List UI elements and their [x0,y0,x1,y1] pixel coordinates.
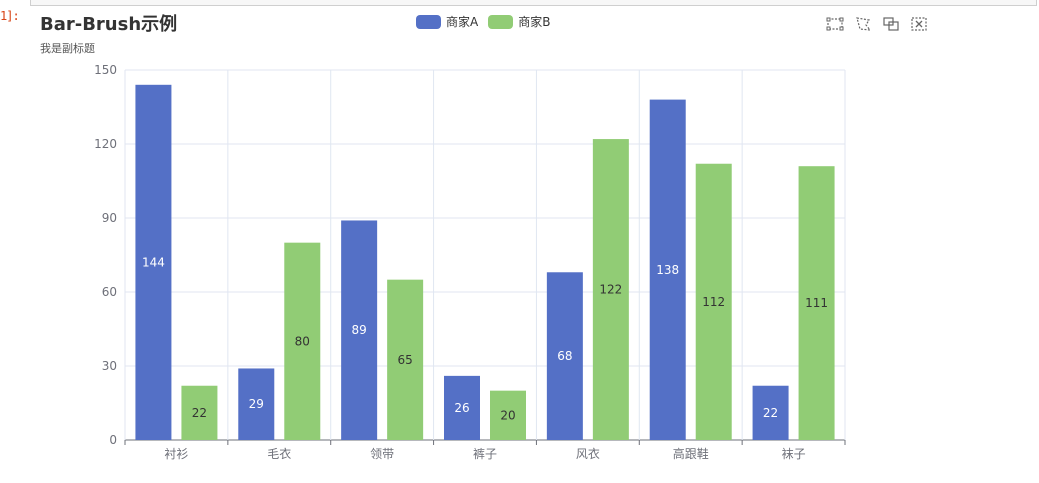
bar-series-a [135,84,172,441]
bar-series-b [387,279,424,440]
x-tick-label: 衬衫 [164,447,188,461]
bar-series-a [649,99,686,440]
bar-value-label: 144 [142,255,165,269]
bar-value-label: 22 [763,406,778,420]
chart-toolbox [826,16,928,32]
legend-swatch-series-a [416,14,441,29]
bar-value-label: 20 [500,408,515,422]
y-tick-label: 150 [94,63,117,77]
notebook-cell-border [30,0,1037,6]
bar-series-b [592,139,629,441]
bar-series-b [490,390,526,440]
bar-value-label: 112 [702,295,725,309]
y-tick-label: 120 [94,137,117,151]
y-tick-label: 60 [102,285,117,299]
bar-series-a [752,385,789,440]
x-tick-label: 高跟鞋 [673,446,709,461]
legend-item-series-a[interactable]: 商家A [416,13,478,30]
bar-series-a [546,272,583,440]
legend-item-series-b[interactable]: 商家B [488,13,550,30]
bar-series-a [341,220,378,440]
x-tick-label: 风衣 [576,446,600,461]
bar-value-label: 122 [599,283,622,297]
bar-value-label: 22 [192,406,207,420]
bar-series-b [695,163,732,440]
x-tick-label: 毛衣 [267,446,291,461]
x-tick-label: 领带 [370,447,394,461]
polygon-select-icon[interactable] [854,16,872,32]
bar-value-label: 138 [656,263,679,277]
x-tick-label: 裤子 [473,447,497,461]
y-tick-label: 0 [109,433,117,447]
keep-selection-icon[interactable] [882,16,900,32]
bar-value-label: 26 [454,401,469,415]
legend-label-series-b: 商家B [518,15,551,29]
bar-series-a [444,375,480,440]
bar-series-b [798,166,835,440]
cell-prompt: 1]: [0,9,20,23]
chart-title: Bar-Brush示例 [40,14,178,35]
bar-value-label: 65 [398,353,413,367]
y-tick-label: 30 [102,359,117,373]
chart-subtitle: 我是副标题 [40,42,95,55]
bar-value-label: 111 [805,296,828,310]
rect-select-icon[interactable] [826,16,844,32]
bar-value-label: 68 [557,349,572,363]
clear-selection-icon[interactable] [910,16,928,32]
bar-series-a [238,368,275,440]
bar-value-label: 80 [295,334,310,348]
legend-label-series-a: 商家A [446,15,479,29]
bar-value-label: 89 [352,323,367,337]
bar-value-label: 29 [249,397,264,411]
y-tick-label: 90 [102,211,117,225]
x-tick-label: 袜子 [782,447,806,461]
chart-legend: 商家A 商家B [416,13,550,30]
bar-series-b [284,242,321,440]
bar-series-b [181,385,218,440]
legend-swatch-series-b [488,14,514,29]
